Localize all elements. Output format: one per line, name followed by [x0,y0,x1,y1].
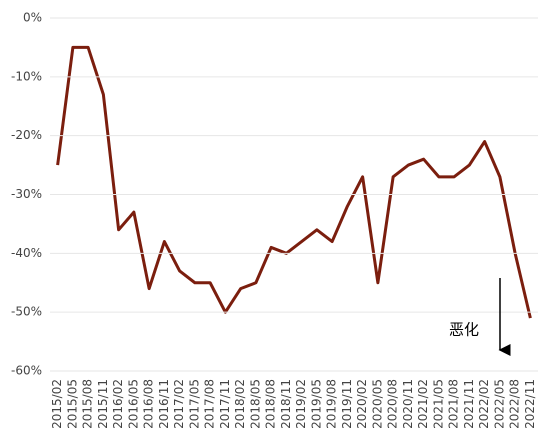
x-tick-label: 2019/05 [309,379,323,429]
x-tick-label: 2019/02 [294,379,308,429]
x-tick-label: 2016/05 [126,379,140,429]
x-tick-label: 2018/05 [248,379,262,429]
x-tick-label: 2017/02 [172,379,186,429]
x-tick-label: 2015/11 [96,379,110,429]
x-tick-label: 2016/11 [157,379,171,429]
x-tick-label: 2017/11 [218,379,232,429]
x-tick-label: 2015/08 [81,379,95,429]
y-tick-label: -60% [11,364,42,378]
y-tick-label: 0% [23,11,42,25]
x-tick-label: 2018/08 [264,379,278,429]
x-tick-label: 2020/05 [370,379,384,429]
x-tick-label: 2018/02 [233,379,247,429]
x-tick-label: 2017/05 [187,379,201,429]
x-tick-label: 2015/05 [65,379,79,429]
x-tick-label: 2016/02 [111,379,125,429]
x-tick-label: 2015/02 [50,379,64,429]
x-tick-label: 2016/08 [142,379,156,429]
x-tick-label: 2020/08 [386,379,400,429]
x-tick-label: 2020/02 [355,379,369,429]
x-tick-label: 2021/08 [447,379,461,429]
y-tick-label: -30% [11,187,42,201]
x-tick-label: 2018/11 [279,379,293,429]
x-tick-label: 2017/08 [203,379,217,429]
x-tick-label: 2021/02 [416,379,430,429]
x-tick-label: 2022/11 [523,379,537,429]
annotation: 恶化 [449,321,479,339]
y-tick-label: -10% [11,69,42,83]
y-tick-label: -50% [11,305,42,319]
x-tick-label: 2022/08 [508,379,522,429]
y-tick-label: -40% [11,246,42,260]
x-tick-label: 2022/05 [492,379,506,429]
line [56,45,532,319]
x-tick-label: 2019/11 [340,379,354,429]
x-tick-label: 2019/08 [325,379,339,429]
x-tick-label: 2022/02 [477,379,491,429]
x-tick-label: 2020/11 [401,379,415,429]
y-tick-label: -20% [11,128,42,142]
x-tick-label: 2021/11 [462,379,476,429]
x-tick-label: 2021/05 [431,379,445,429]
